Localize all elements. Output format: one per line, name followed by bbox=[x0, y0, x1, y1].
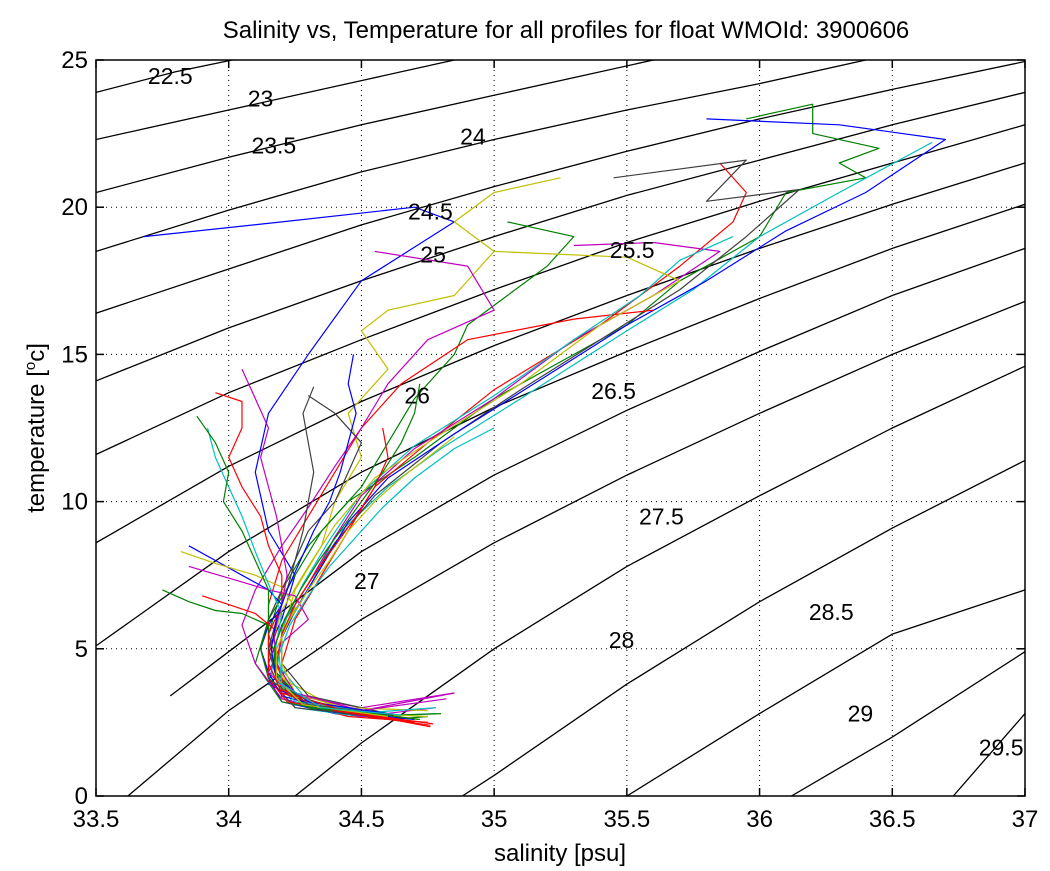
density-contour-line bbox=[96, 124, 1025, 456]
y-axis-label-superscript: o bbox=[22, 362, 39, 370]
density-contour-line bbox=[169, 247, 1025, 697]
y-axis-label-unit: c] bbox=[23, 343, 50, 362]
x-tick-label: 35.5 bbox=[603, 806, 650, 833]
density-contour-label: 24 bbox=[460, 124, 486, 150]
density-contour-label: 29 bbox=[848, 701, 874, 727]
density-contour-label: 27.5 bbox=[639, 503, 684, 529]
plot-frame bbox=[95, 59, 1026, 797]
density-contour-label: 25.5 bbox=[610, 237, 655, 263]
density-contour-line bbox=[96, 162, 1025, 544]
density-contour-label: 24.5 bbox=[408, 199, 453, 225]
profile-line bbox=[267, 309, 654, 726]
y-tick-label: 20 bbox=[61, 194, 88, 221]
y-tick-label: 5 bbox=[75, 636, 88, 663]
profile-line bbox=[275, 427, 434, 725]
density-contour-label: 26.5 bbox=[591, 378, 636, 404]
density-contour-label: 28 bbox=[609, 627, 635, 653]
density-contour-line bbox=[791, 651, 1025, 796]
density-contour-line bbox=[952, 713, 1025, 796]
density-contour-label: 25 bbox=[420, 241, 446, 267]
density-contour-label: 27 bbox=[354, 568, 380, 594]
profile-line bbox=[241, 250, 495, 718]
profile-line bbox=[278, 427, 495, 716]
density-contour-label: 23.5 bbox=[251, 132, 296, 158]
density-contour-label: 29.5 bbox=[979, 734, 1024, 760]
density-contour-line bbox=[96, 60, 1025, 314]
x-tick-label: 34 bbox=[215, 806, 242, 833]
x-tick-label: 36.5 bbox=[869, 806, 916, 833]
density-contour-label: 28.5 bbox=[809, 599, 854, 625]
y-tick-label: 15 bbox=[61, 341, 88, 368]
profile-line bbox=[254, 221, 575, 718]
x-tick-label: 34.5 bbox=[338, 806, 385, 833]
y-tick-label: 10 bbox=[61, 489, 88, 516]
x-tick-label: 36 bbox=[746, 806, 773, 833]
profile-line bbox=[241, 368, 447, 712]
x-axis-label: salinity [psu] bbox=[494, 840, 626, 867]
density-contour-line bbox=[626, 589, 1025, 796]
profile-line bbox=[275, 436, 455, 718]
profile-line bbox=[281, 236, 734, 716]
y-tick-label: 25 bbox=[61, 47, 88, 74]
profile-line bbox=[196, 415, 389, 716]
y-axis-label-main: temperature [ bbox=[23, 370, 50, 513]
y-axis-label: temperature [oc] bbox=[22, 343, 50, 513]
density-contour-line bbox=[96, 91, 1025, 382]
chart-title: Salinity vs, Temperature for all profile… bbox=[223, 17, 910, 44]
density-contour-line bbox=[96, 60, 866, 253]
density-contour-label: 22.5 bbox=[148, 63, 193, 89]
axis-ticks bbox=[95, 59, 1026, 797]
density-contour-label: 26 bbox=[404, 383, 430, 409]
y-tick-labels: 0 5 10 15 20 25 bbox=[61, 47, 88, 810]
density-contour-label: 23 bbox=[248, 85, 274, 111]
density-contour-line bbox=[96, 60, 236, 94]
density-contour-line bbox=[96, 60, 455, 141]
density-contour-line bbox=[127, 300, 1025, 796]
density-contour-labels: 22.5 23 23.5 24 24.5 25 25.5 26 26.5 27 27.5 28 28.5… bbox=[148, 63, 1024, 760]
density-contour-line bbox=[461, 459, 1025, 796]
density-contour-line bbox=[294, 365, 1025, 796]
density-contours bbox=[96, 60, 1025, 796]
profile-lines bbox=[143, 103, 946, 728]
density-contour-line bbox=[96, 60, 654, 194]
x-tick-label: 37 bbox=[1012, 806, 1039, 833]
y-tick-label: 0 bbox=[75, 783, 88, 810]
x-tick-labels: 33.5 34 34.5 35 35.5 36 36.5 37 bbox=[73, 806, 1039, 833]
profile-line bbox=[215, 392, 415, 723]
x-tick-label: 35 bbox=[481, 806, 508, 833]
x-tick-label: 33.5 bbox=[73, 806, 120, 833]
